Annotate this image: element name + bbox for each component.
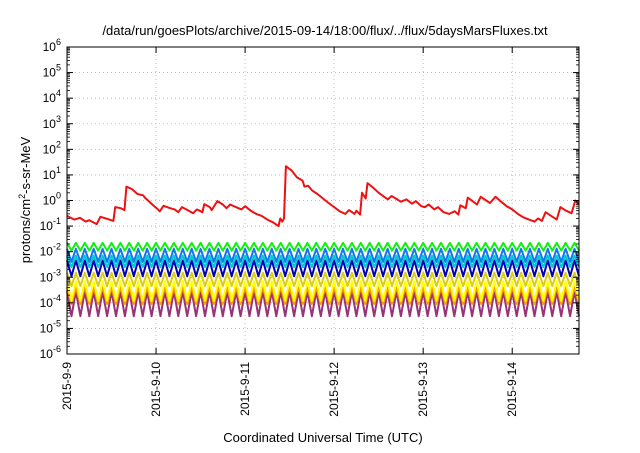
y-tick-exponent: -1 [53, 216, 61, 226]
series-line-6 [66, 271, 580, 288]
series-line-2 [66, 241, 580, 252]
y-tick-exponent: -3 [53, 267, 61, 277]
y-tick-label: 10-1 [40, 216, 61, 233]
y-tick-label: 100 [43, 191, 61, 208]
y-tick-base: 10 [43, 40, 57, 54]
x-tick-label: 2015-9-13 [416, 362, 430, 417]
y-tick-exponent: 1 [56, 165, 61, 175]
series-line-7 [66, 280, 580, 302]
y-axis-label: protons/cm2-s-sr-MeV [17, 136, 33, 263]
y-tick-exponent: -4 [53, 293, 61, 303]
x-axis-label: Coordinated Universal Time (UTC) [223, 430, 422, 445]
y-tick-label: 10-4 [40, 293, 61, 310]
series-line-1 [66, 165, 580, 228]
y-tick-label: 106 [43, 37, 61, 54]
y-tick-label: 104 [43, 88, 61, 105]
y-tick-exponent: 0 [56, 191, 61, 201]
y-axis-label-post: -s-sr-MeV [18, 136, 33, 193]
y-tick-exponent: -2 [53, 242, 61, 252]
y-tick-base: 10 [40, 321, 54, 335]
y-tick-exponent: -5 [53, 318, 61, 328]
y-tick-exponent: 5 [56, 63, 61, 73]
y-tick-label: 10-5 [40, 318, 61, 335]
series-line-4 [66, 247, 580, 263]
y-tick-base: 10 [40, 347, 54, 361]
y-tick-base: 10 [43, 142, 57, 156]
y-tick-base: 10 [43, 168, 57, 182]
x-tick-label: 2015-9-11 [238, 362, 252, 416]
x-tick-label: 2015-9-14 [505, 362, 519, 417]
series-line-3 [66, 254, 580, 269]
x-tick-label: 2015-9-10 [149, 362, 163, 417]
y-tick-label: 10-2 [40, 242, 61, 259]
y-tick-label: 101 [43, 165, 61, 182]
chart-title: /data/run/goesPlots/archive/2015-09-14/1… [102, 23, 548, 38]
y-tick-base: 10 [43, 117, 57, 131]
series-line-5 [66, 259, 580, 278]
y-tick-label: 10-3 [40, 267, 61, 284]
y-tick-label: 103 [43, 114, 61, 131]
y-axis-label-pre: protons/cm [18, 199, 33, 263]
y-tick-base: 10 [40, 219, 54, 233]
y-tick-label: 102 [43, 139, 61, 156]
series-layer [66, 165, 580, 318]
y-tick-exponent: 4 [56, 88, 61, 98]
x-tick-label: 2015-9-12 [327, 362, 341, 417]
y-tick-base: 10 [40, 296, 54, 310]
y-tick-base: 10 [40, 270, 54, 284]
y-tick-base: 10 [43, 194, 57, 208]
series-line-9 [66, 290, 580, 318]
y-tick-label: 105 [43, 63, 61, 80]
tick-layer: 10-610-510-410-310-210-11001011021031041… [40, 37, 579, 417]
x-tick-label: 2015-9-9 [60, 362, 74, 410]
y-tick-base: 10 [40, 245, 54, 259]
y-tick-base: 10 [43, 66, 57, 80]
y-tick-exponent: 3 [56, 114, 61, 124]
y-tick-exponent: -6 [53, 344, 61, 354]
y-tick-exponent: 2 [56, 139, 61, 149]
y-axis-label-sup: 2 [17, 194, 27, 199]
y-tick-label: 10-6 [40, 344, 61, 361]
y-tick-exponent: 6 [56, 37, 61, 47]
y-tick-base: 10 [43, 91, 57, 105]
